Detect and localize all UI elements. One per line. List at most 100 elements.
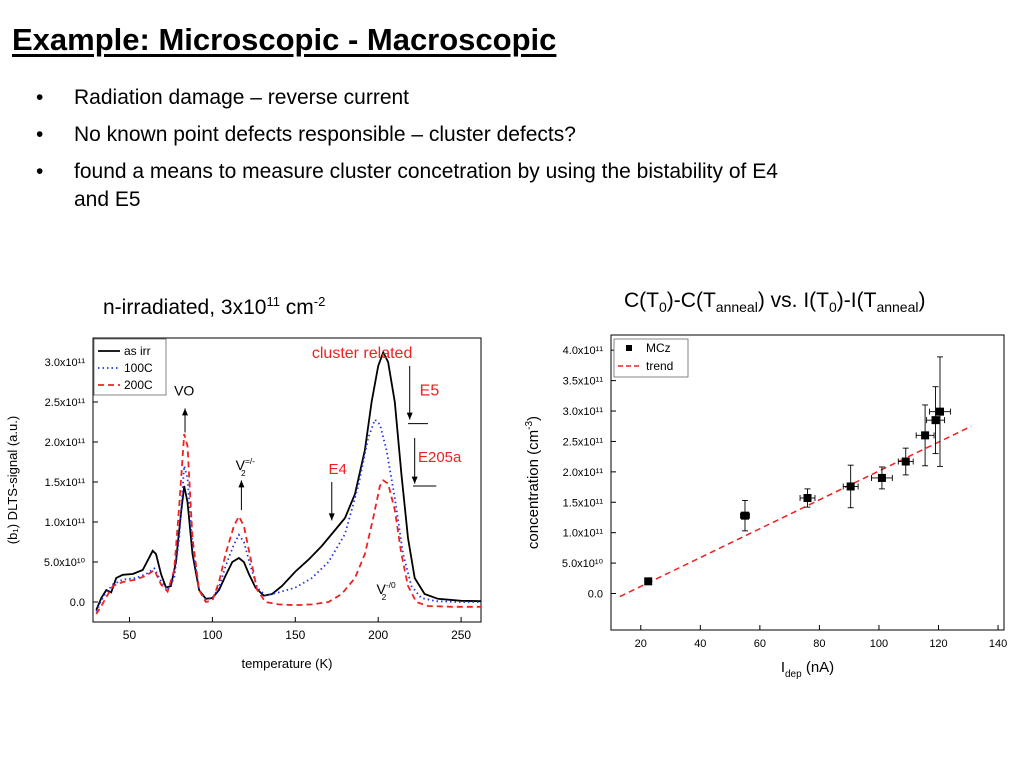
caption-unit-exponent: -2	[313, 294, 326, 309]
arrow-v2-head	[238, 480, 245, 488]
caption-text: n-irradiated, 3x10	[103, 296, 267, 319]
x-axis-label-unit: (nA)	[802, 659, 835, 676]
caption-unit: cm	[279, 296, 314, 319]
y-axis-label: (b₁) DLTS-signal (a.u.)	[5, 416, 20, 544]
data-point	[644, 577, 653, 586]
right-chart-caption: C(T0)-C(Tanneal) vs. I(T0)-I(Tanneal)	[624, 289, 925, 315]
series-line-100C	[95, 417, 481, 612]
bullet-text: found a means to measure cluster concetr…	[74, 160, 778, 211]
data-point	[926, 386, 945, 455]
caption-sub: anneal	[715, 299, 758, 315]
annotation-e205a: E205a	[418, 449, 462, 466]
y-tick-label: 0.0	[70, 597, 85, 609]
data-point	[871, 466, 893, 490]
caption-sub: anneal	[876, 299, 919, 315]
marker-square	[846, 482, 855, 491]
trend-line	[619, 425, 972, 598]
x-tick-label: 20	[635, 638, 647, 650]
annotation-e4: E4	[328, 461, 346, 478]
annotation-v2a: V=/-2	[236, 456, 256, 478]
x-tick-label: 150	[285, 628, 305, 642]
marker-square	[901, 457, 910, 466]
legend-label: MCz	[646, 341, 671, 355]
y-axis-label: concentration (cm-3)	[524, 416, 542, 549]
annotation-cluster: cluster related	[312, 345, 413, 362]
data-point	[897, 447, 914, 476]
x-tick-label: 100	[870, 638, 888, 650]
marker-square	[877, 473, 886, 482]
bullet-list: • Radiation damage – reverse current • No …	[36, 84, 796, 223]
annotation-sup: =/-	[245, 456, 255, 466]
y-tick-label: 1.0x10¹¹	[45, 517, 86, 529]
y-axis-label-sup: -3	[524, 421, 535, 430]
annotation-vo: VO	[174, 383, 194, 399]
marker-square	[921, 431, 930, 440]
y-tick-label: 0.0	[588, 589, 603, 601]
legend-swatch-marker	[626, 345, 632, 351]
x-tick-label: 250	[451, 628, 471, 642]
plot-frame	[92, 337, 482, 623]
y-tick-label: 2.5x10¹¹	[45, 397, 86, 409]
marker-square	[935, 407, 944, 416]
x-axis-label-sub: dep	[785, 669, 802, 680]
arrow-e4-head	[328, 513, 335, 521]
data-point	[929, 356, 951, 467]
annotation-sub: 2	[382, 592, 387, 602]
legend-label: trend	[646, 359, 673, 373]
slide-title: Example: Microscopic - Macroscopic	[12, 22, 557, 57]
legend: as irr 100C 200C	[93, 338, 167, 396]
marker-square	[931, 416, 940, 425]
y-tick-label: 1.0x10¹¹	[563, 528, 604, 540]
caption-sub: 0	[659, 299, 667, 315]
caption-sub: 0	[828, 299, 837, 315]
left-chart-caption: n-irradiated, 3x1011 cm-2	[103, 294, 325, 320]
bullet-item: • Radiation damage – reverse current	[36, 84, 796, 112]
series-line-as-irr	[95, 350, 482, 611]
y-tick-label: 2.0x10¹¹	[45, 437, 86, 449]
caption-part: ) vs. I(T	[757, 289, 829, 312]
x-tick-label: 200	[368, 628, 388, 642]
marker-square	[803, 494, 812, 503]
bullet-item: • No known point defects responsible – cl…	[36, 121, 796, 149]
bullet-item: • found a means to measure cluster concet…	[36, 158, 796, 214]
y-tick-label: 3.5x10¹¹	[563, 376, 604, 388]
annotation-v2b: V-/0 2	[377, 580, 396, 602]
bullet-text: No known point defects responsible – clu…	[74, 123, 576, 146]
x-tick-label: 120	[929, 638, 947, 650]
bullet-text: Radiation damage – reverse current	[74, 86, 410, 109]
y-tick-label: 1.5x10¹¹	[563, 497, 604, 509]
x-tick-label: 50	[123, 628, 137, 642]
x-tick-label: 80	[813, 638, 825, 650]
arrow-e205a-head	[411, 476, 418, 484]
arrow-e5-head	[406, 412, 413, 420]
y-tick-label: 4.0x10¹¹	[563, 345, 604, 357]
x-tick-label: 140	[989, 638, 1007, 650]
caption-part: C(T	[624, 289, 659, 312]
y-tick-label: 3.0x10¹¹	[45, 357, 86, 369]
y-axis-label-end: )	[525, 416, 542, 421]
x-tick-label: 100	[202, 628, 222, 642]
bullet-dot: •	[36, 86, 44, 109]
bullet-dot: •	[36, 123, 44, 146]
annotation-e5: E5	[420, 383, 440, 400]
arrow-vo-head	[182, 408, 189, 416]
marker-square	[644, 577, 653, 586]
plot-frame	[610, 334, 1005, 631]
data-point	[799, 488, 816, 508]
legend-label: as irr	[124, 344, 151, 358]
y-tick-label: 3.0x10¹¹	[563, 406, 604, 418]
data-point	[740, 499, 750, 532]
y-tick-label: 2.0x10¹¹	[563, 467, 604, 479]
data-point	[915, 404, 935, 467]
legend-label: 200C	[124, 378, 153, 392]
data-point	[842, 464, 859, 509]
bullet-dot: •	[36, 160, 44, 183]
series-line-200C	[95, 433, 481, 615]
caption-part: )-C(T	[666, 289, 716, 312]
y-tick-label: 5.0x10¹⁰	[562, 558, 604, 570]
annotation-sub: 2	[241, 468, 246, 478]
x-axis-label: temperature (K)	[241, 656, 332, 671]
legend: MCz trend	[613, 338, 689, 378]
marker-square	[740, 511, 749, 520]
legend-label: 100C	[124, 361, 153, 375]
